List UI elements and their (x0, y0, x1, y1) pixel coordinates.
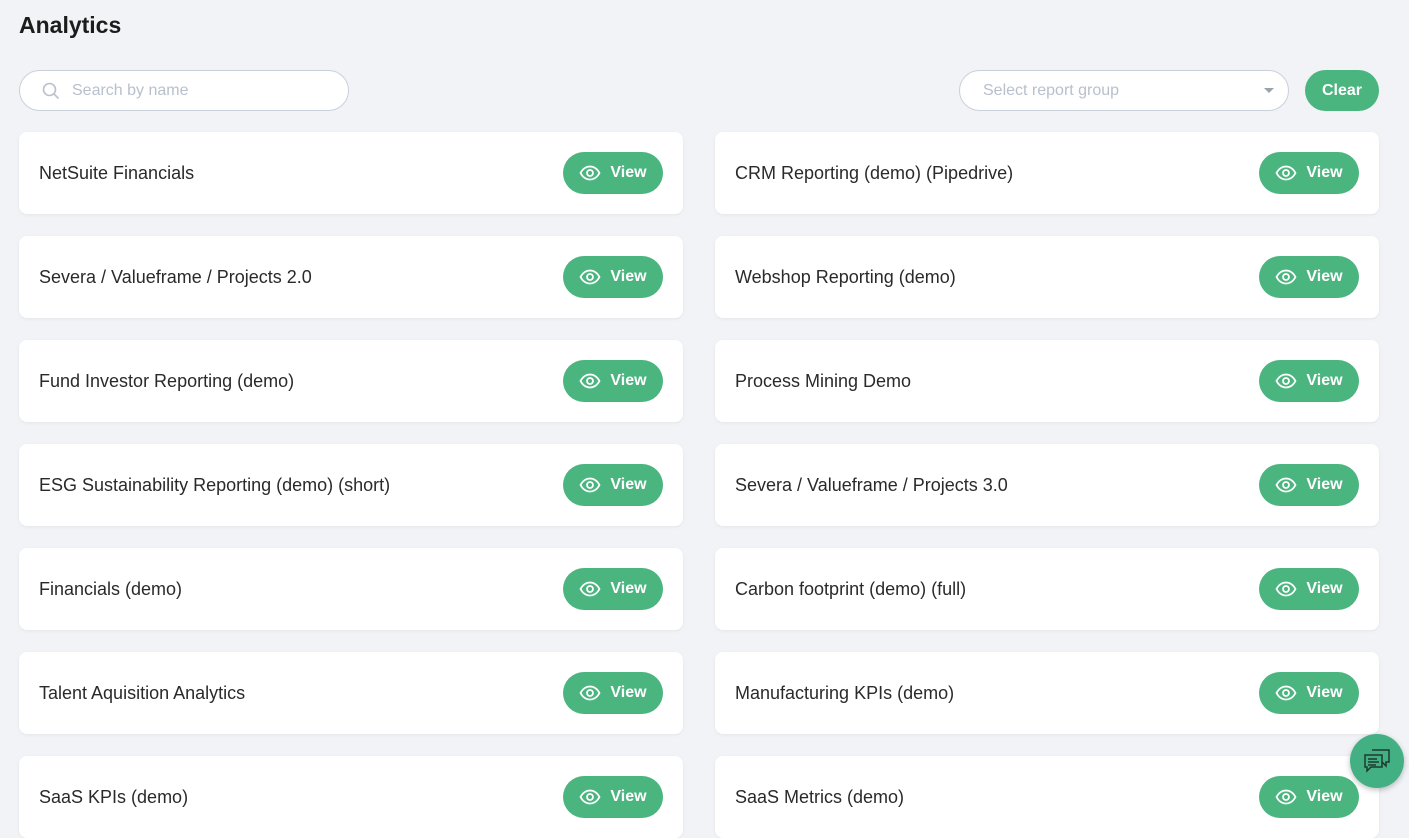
report-card: Financials (demo) View (19, 548, 683, 630)
eye-icon (1275, 477, 1297, 493)
report-name: ESG Sustainability Reporting (demo) (sho… (39, 474, 391, 495)
view-label: View (610, 268, 647, 285)
view-label: View (610, 164, 647, 181)
view-label: View (610, 372, 647, 389)
report-name: Talent Aquisition Analytics (39, 682, 246, 703)
eye-icon (579, 165, 601, 181)
view-label: View (1306, 476, 1343, 493)
view-label: View (1306, 372, 1343, 389)
report-card: ESG Sustainability Reporting (demo) (sho… (19, 444, 683, 526)
report-name: Webshop Reporting (demo) (735, 266, 956, 287)
report-name: SaaS KPIs (demo) (39, 786, 189, 807)
view-button[interactable]: View (563, 672, 663, 714)
search-input[interactable] (72, 81, 322, 100)
report-card: Severa / Valueframe / Projects 2.0 View (19, 236, 683, 318)
chat-button[interactable] (1350, 734, 1404, 788)
report-card: NetSuite Financials View (19, 132, 683, 214)
view-button[interactable]: View (563, 360, 663, 402)
eye-icon (1275, 685, 1297, 701)
report-card: Process Mining Demo View (715, 340, 1379, 422)
report-card: SaaS KPIs (demo) View (19, 756, 683, 838)
eye-icon (1275, 581, 1297, 597)
view-label: View (1306, 580, 1343, 597)
eye-icon (579, 373, 601, 389)
report-name: Financials (demo) (39, 578, 183, 599)
report-name: Carbon footprint (demo) (full) (735, 578, 967, 599)
search-box[interactable] (19, 70, 349, 111)
view-button[interactable]: View (563, 256, 663, 298)
report-card: SaaS Metrics (demo) View (715, 756, 1379, 838)
eye-icon (1275, 373, 1297, 389)
report-grid: NetSuite Financials View CRM Reporting (… (19, 132, 1379, 838)
page-title: Analytics (19, 12, 122, 38)
view-label: View (1306, 164, 1343, 181)
view-button[interactable]: View (563, 568, 663, 610)
report-card: Carbon footprint (demo) (full) View (715, 548, 1379, 630)
view-label: View (610, 476, 647, 493)
eye-icon (579, 685, 601, 701)
view-label: View (1306, 684, 1343, 701)
view-button[interactable]: View (563, 152, 663, 194)
view-button[interactable]: View (563, 464, 663, 506)
report-card: Severa / Valueframe / Projects 3.0 View (715, 444, 1379, 526)
chevron-down-icon (1264, 88, 1274, 93)
view-label: View (610, 788, 647, 805)
view-button[interactable]: View (563, 776, 663, 818)
eye-icon (1275, 165, 1297, 181)
eye-icon (579, 789, 601, 805)
report-name: CRM Reporting (demo) (Pipedrive) (735, 162, 1014, 183)
view-label: View (610, 684, 647, 701)
report-name: SaaS Metrics (demo) (735, 786, 905, 807)
report-card: Webshop Reporting (demo) View (715, 236, 1379, 318)
view-button[interactable]: View (1259, 152, 1359, 194)
view-button[interactable]: View (1259, 672, 1359, 714)
eye-icon (579, 477, 601, 493)
report-name: NetSuite Financials (39, 162, 195, 183)
view-label: View (610, 580, 647, 597)
view-button[interactable]: View (1259, 568, 1359, 610)
eye-icon (1275, 789, 1297, 805)
view-button[interactable]: View (1259, 360, 1359, 402)
report-card: Talent Aquisition Analytics View (19, 652, 683, 734)
view-button[interactable]: View (1259, 464, 1359, 506)
report-group-select[interactable]: Select report group (959, 70, 1289, 111)
search-icon (42, 82, 60, 99)
report-group-placeholder: Select report group (983, 81, 1120, 99)
report-card: Manufacturing KPIs (demo) View (715, 652, 1379, 734)
report-name: Manufacturing KPIs (demo) (735, 682, 955, 703)
clear-button[interactable]: Clear (1305, 70, 1379, 111)
chat-icon (1364, 749, 1390, 773)
report-name: Severa / Valueframe / Projects 2.0 (39, 266, 312, 287)
view-button[interactable]: View (1259, 256, 1359, 298)
eye-icon (579, 269, 601, 285)
eye-icon (1275, 269, 1297, 285)
view-button[interactable]: View (1259, 776, 1359, 818)
eye-icon (579, 581, 601, 597)
report-name: Fund Investor Reporting (demo) (39, 370, 295, 391)
report-card: CRM Reporting (demo) (Pipedrive) View (715, 132, 1379, 214)
report-name: Severa / Valueframe / Projects 3.0 (735, 474, 1008, 495)
report-name: Process Mining Demo (735, 370, 912, 391)
view-label: View (1306, 268, 1343, 285)
report-card: Fund Investor Reporting (demo) View (19, 340, 683, 422)
view-label: View (1306, 788, 1343, 805)
